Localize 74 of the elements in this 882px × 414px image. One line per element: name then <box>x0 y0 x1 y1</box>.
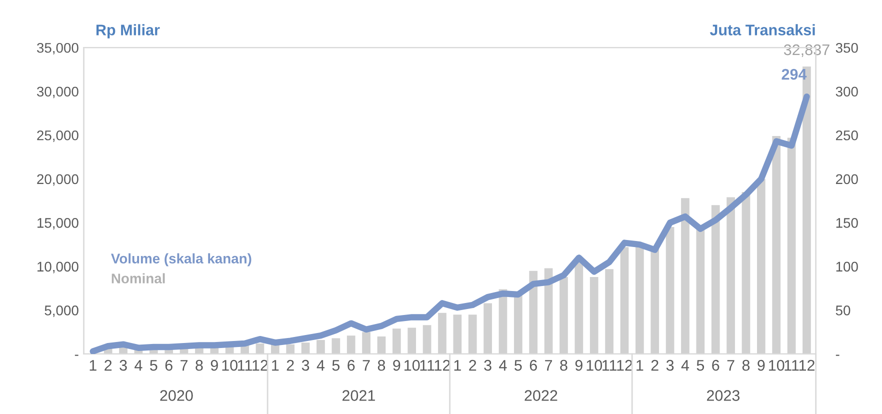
x-tick-label: 12 <box>799 360 814 371</box>
x-tick-label: 12 <box>252 360 268 371</box>
x-tick-label: 1 <box>90 360 96 371</box>
x-tick-label: 4 <box>316 360 325 371</box>
x-tick-label: 9 <box>758 360 765 371</box>
x-tick-label: 6 <box>530 360 537 371</box>
x-tick-label: 1 <box>454 360 461 371</box>
x-tick-label: 3 <box>666 360 674 371</box>
x-tick-label: 4 <box>134 360 142 371</box>
y2-tick-label: 300 <box>836 86 858 97</box>
x-tick-label: 9 <box>575 360 582 371</box>
x-tick-label: 2 <box>104 360 112 371</box>
x-tick-label: 6 <box>712 360 720 371</box>
x-tick-label: 6 <box>348 360 355 371</box>
y-tick-label: 10,000 <box>38 262 78 274</box>
x-tick-label: 8 <box>560 360 568 371</box>
y2-tick-label: - <box>836 354 840 356</box>
text: Nominal <box>112 273 165 284</box>
y2-tick-label: 200 <box>836 174 858 184</box>
x-tick-label: 10 <box>404 360 420 371</box>
x-tick-label: 5 <box>514 360 522 371</box>
x-tick-label: 1 <box>636 360 644 371</box>
x-tick-label: 4 <box>681 360 690 371</box>
text: 2021 <box>342 390 375 401</box>
x-tick-label: 7 <box>180 360 188 371</box>
y2-axis-title: Juta Transaksi <box>710 24 815 36</box>
x-tick-label: 7 <box>727 360 734 371</box>
x-tick-label: 11 <box>602 360 616 371</box>
y2-tick-label: 100 <box>836 262 858 272</box>
x-tick-label: 4 <box>499 360 507 371</box>
x-tick-label: 2 <box>469 360 476 371</box>
x-tick-label: 2 <box>651 360 658 371</box>
y-tick-label: - <box>74 354 78 356</box>
x-tick-label: 8 <box>742 360 750 371</box>
y2-tick-label: 250 <box>836 130 858 140</box>
x-tick-label: 3 <box>484 360 492 371</box>
y-tick-label: 15,000 <box>38 218 78 230</box>
text: 2020 <box>160 390 193 401</box>
y2-tick-label: 150 <box>836 218 858 228</box>
x-tick-label: 7 <box>545 360 552 371</box>
text: Volume (skala kanan) <box>111 253 252 266</box>
x-tick-label: 9 <box>393 360 400 371</box>
x-tick-label: 11 <box>238 360 252 371</box>
x-tick-label: 8 <box>196 360 203 371</box>
x-tick-label: 9 <box>210 360 218 371</box>
x-tick-label: 5 <box>332 360 340 371</box>
x-tick-label: 5 <box>696 360 704 371</box>
x-tick-label: 2 <box>286 360 294 371</box>
x-tick-label: 3 <box>302 360 310 371</box>
x-tick-label: 5 <box>150 360 158 371</box>
x-tick-label: 8 <box>378 360 386 371</box>
y-tick-label: 5,000 <box>44 306 78 318</box>
x-tick-label: 10 <box>586 360 602 371</box>
y-tick-label: 30,000 <box>36 86 78 98</box>
x-tick-label: 12 <box>434 360 450 371</box>
x-tick-label: 10 <box>769 360 784 371</box>
x-tick-label: 12 <box>617 360 632 371</box>
x-tick-label: 6 <box>165 360 172 371</box>
x-tick-label: 11 <box>420 360 434 371</box>
x-tick-label: 1 <box>272 360 279 371</box>
x-tick-label: 7 <box>362 360 370 371</box>
y-axis-title: Rp Miliar <box>96 24 160 38</box>
data-label: 294 <box>782 68 807 80</box>
y-tick-label: 35,000 <box>36 42 78 54</box>
text: 2022 <box>524 390 558 401</box>
data-label: 32,837 <box>784 44 830 57</box>
y-tick-label: 25,000 <box>37 130 78 142</box>
x-tick-label: 11 <box>784 360 799 371</box>
x-tick-label: 10 <box>222 360 238 371</box>
y2-tick-label: 350 <box>836 42 858 53</box>
text: 2023 <box>706 390 740 401</box>
x-tick-label: 3 <box>120 360 127 371</box>
y2-tick-label: 50 <box>836 306 850 316</box>
y-tick-label: 20,000 <box>37 174 78 186</box>
